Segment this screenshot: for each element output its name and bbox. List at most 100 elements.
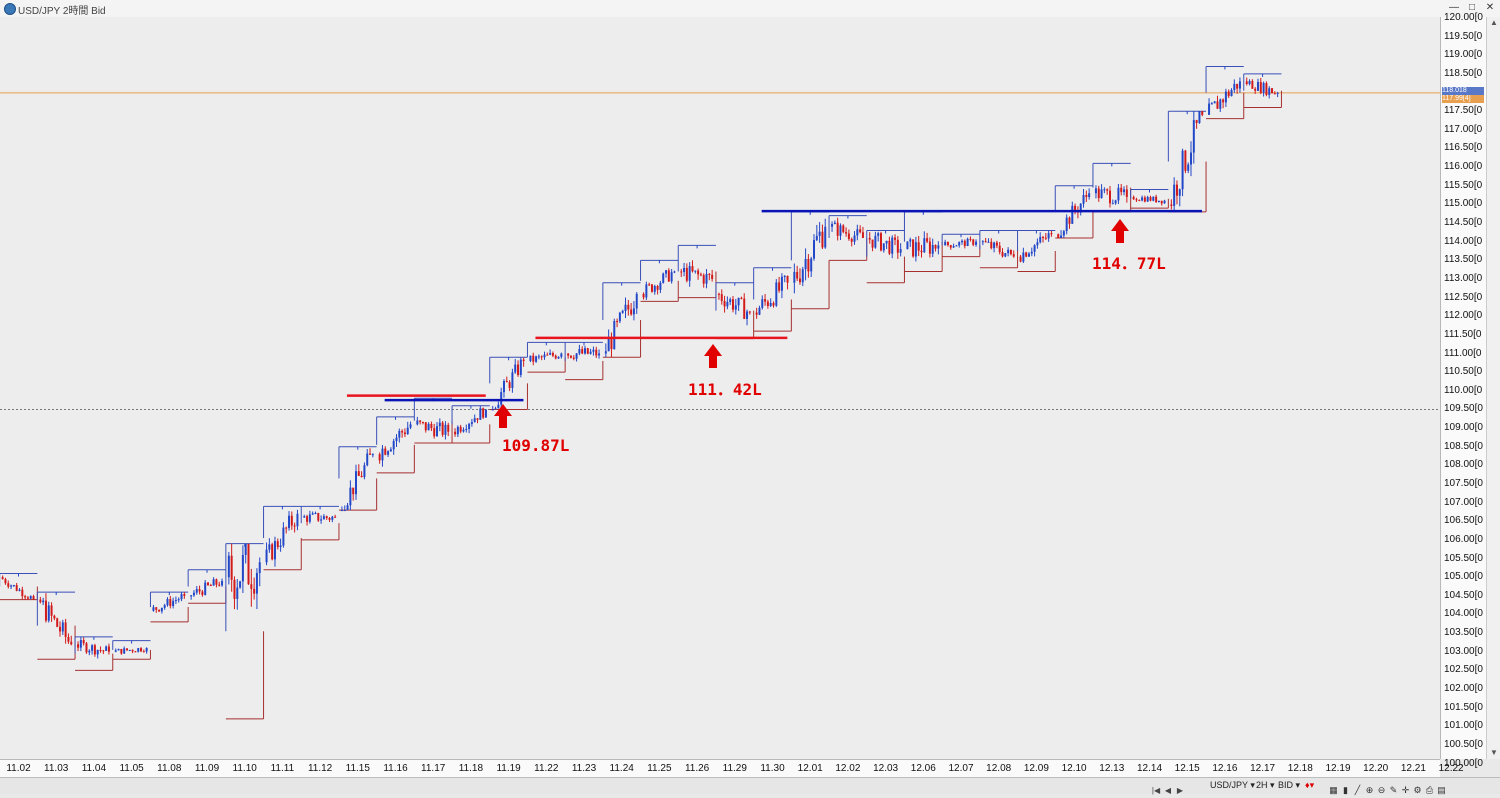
candle-body [433, 428, 436, 437]
candle-body [494, 408, 497, 410]
candle-body [737, 297, 740, 306]
candle-body [322, 516, 325, 520]
candle-body [743, 298, 746, 319]
time-axis[interactable]: 11.02 11.03 11.04 11.05 11.08 11.09 11.10 11.11… [0, 759, 1464, 778]
candle-body [540, 356, 543, 358]
candle-body [998, 245, 1001, 253]
candle-body [589, 351, 592, 354]
side-selector[interactable]: BID ▾ [1278, 780, 1301, 790]
price-tick-label: 112.00[0 [1444, 310, 1483, 322]
candle-body [569, 355, 572, 358]
zoom-in-icon[interactable]: ⊕ [1365, 785, 1374, 795]
price-axis[interactable]: 120.00[0119.50[0119.00[0118.50[0118.00[0… [1440, 12, 1487, 769]
candle-body [575, 353, 578, 359]
price-tick-label: 100.50[0 [1444, 738, 1483, 750]
scroll-right-icon[interactable]: ▶ [1176, 786, 1184, 795]
horizontal-scroll-controls[interactable]: |◀ ◀ ▶ [1150, 780, 1202, 795]
candle-body [296, 513, 299, 527]
candle-body [12, 585, 15, 587]
symbol-selector[interactable]: USD/JPY ▾ [1210, 780, 1255, 790]
candle-body [595, 349, 598, 356]
candle-body [755, 312, 758, 315]
settings-icon[interactable]: ⚙ [1413, 785, 1422, 795]
time-tick-label: 12.16 [1212, 763, 1238, 774]
candle-body [258, 562, 261, 574]
candle-body [923, 238, 926, 253]
candle-body [604, 351, 607, 354]
candle-body [1100, 189, 1103, 199]
timeframe-selector[interactable]: 2H ▾ [1256, 780, 1275, 790]
candle-body [236, 587, 239, 599]
crosshair-icon[interactable]: ✛ [1401, 785, 1410, 795]
candle-body [152, 607, 155, 611]
candle-body [1248, 80, 1251, 84]
candle-body [288, 515, 291, 529]
candle-body [1146, 197, 1149, 202]
indicator-icon[interactable]: ♦▾ [1305, 780, 1315, 790]
grid-icon[interactable]: ▦ [1329, 785, 1338, 795]
close-button[interactable]: ✕ [1485, 2, 1495, 13]
price-tick-label: 114.00[0 [1444, 235, 1483, 247]
line-icon[interactable]: ╱ [1354, 785, 1361, 795]
candle-body [572, 357, 575, 359]
candle-body [821, 231, 824, 248]
candle-body [783, 275, 786, 277]
candle-body [192, 592, 195, 596]
candle-body [502, 381, 505, 393]
minimize-button[interactable]: — [1449, 2, 1459, 13]
time-tick-label: 11.10 [232, 763, 257, 774]
vertical-scrollbar[interactable]: ▲ ▼ [1486, 17, 1500, 759]
chart-plot-area[interactable]: 109.87L 111．42L 114．77L [0, 17, 1440, 759]
candle-body [79, 640, 82, 648]
candle-body [328, 517, 331, 520]
candle-body [476, 418, 479, 420]
candle-body [731, 299, 734, 310]
draw-icon[interactable]: ✎ [1389, 785, 1398, 795]
price-tick-label: 102.50[0 [1444, 664, 1483, 676]
candle-body [853, 235, 856, 242]
candle-icon[interactable]: ▮ [1343, 785, 1348, 795]
scroll-left-icon[interactable]: ◀ [1164, 786, 1172, 795]
scroll-first-icon[interactable]: |◀ [1151, 786, 1161, 795]
print-icon[interactable]: ⎙ [1425, 785, 1434, 795]
candlestick-chart[interactable] [0, 17, 1440, 759]
maximize-button[interactable]: □ [1468, 2, 1476, 13]
candle-body [85, 643, 88, 653]
candle-body [1216, 101, 1219, 109]
scroll-up-icon[interactable]: ▲ [1490, 18, 1498, 27]
candle-body [177, 599, 180, 601]
candle-body [659, 282, 662, 290]
candle-body [630, 309, 633, 315]
zoom-out-icon[interactable]: ⊖ [1377, 785, 1386, 795]
candle-body [635, 293, 638, 309]
candle-body [952, 246, 955, 248]
candle-body [1254, 88, 1257, 91]
candle-body [91, 645, 94, 651]
candle-body [560, 353, 563, 357]
candle-body [1062, 231, 1065, 236]
price-tick-label: 115.00[0 [1444, 198, 1483, 210]
candle-body [670, 272, 673, 282]
candle-body [1222, 99, 1225, 103]
candle-body [1097, 188, 1100, 199]
candle-body [349, 487, 352, 506]
scroll-down-icon[interactable]: ▼ [1490, 748, 1498, 757]
candle-body [1050, 233, 1053, 235]
candle-body [758, 307, 761, 315]
save-icon[interactable]: ▤ [1437, 785, 1446, 795]
candle-body [963, 240, 966, 247]
candle-body [993, 242, 996, 249]
candle-body [419, 420, 422, 423]
candle-body [244, 543, 247, 555]
candle-body [1042, 236, 1045, 238]
price-tick-label: 117.00[0 [1444, 123, 1483, 135]
candle-body [522, 359, 525, 361]
candle-body [772, 302, 775, 306]
candle-body [621, 310, 624, 313]
candle-body [1198, 111, 1201, 123]
candle-body [511, 372, 514, 388]
time-tick-label: 11.22 [534, 763, 559, 774]
candle-body [285, 527, 288, 529]
candle-body [1079, 203, 1082, 213]
candle-body [1236, 83, 1239, 89]
